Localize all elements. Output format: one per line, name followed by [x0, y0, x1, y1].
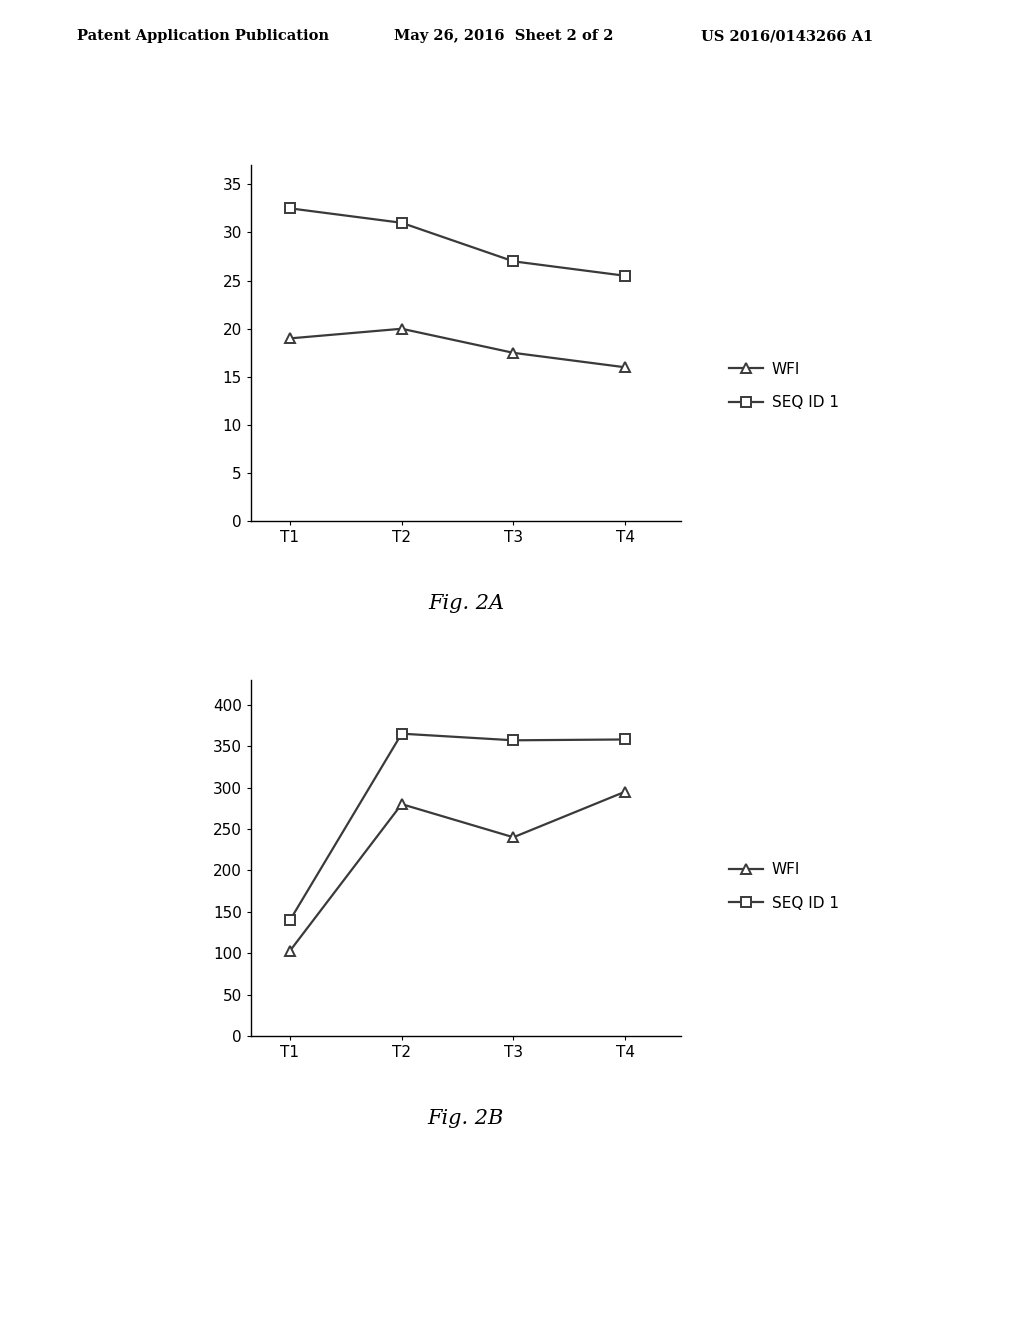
Text: May 26, 2016  Sheet 2 of 2: May 26, 2016 Sheet 2 of 2 — [394, 29, 613, 44]
Text: US 2016/0143266 A1: US 2016/0143266 A1 — [701, 29, 873, 44]
Legend: WFI, SEQ ID 1: WFI, SEQ ID 1 — [723, 857, 845, 917]
Legend: WFI, SEQ ID 1: WFI, SEQ ID 1 — [723, 355, 845, 416]
Text: Fig. 2A: Fig. 2A — [428, 594, 504, 612]
Text: Patent Application Publication: Patent Application Publication — [77, 29, 329, 44]
Text: Fig. 2B: Fig. 2B — [428, 1109, 504, 1127]
